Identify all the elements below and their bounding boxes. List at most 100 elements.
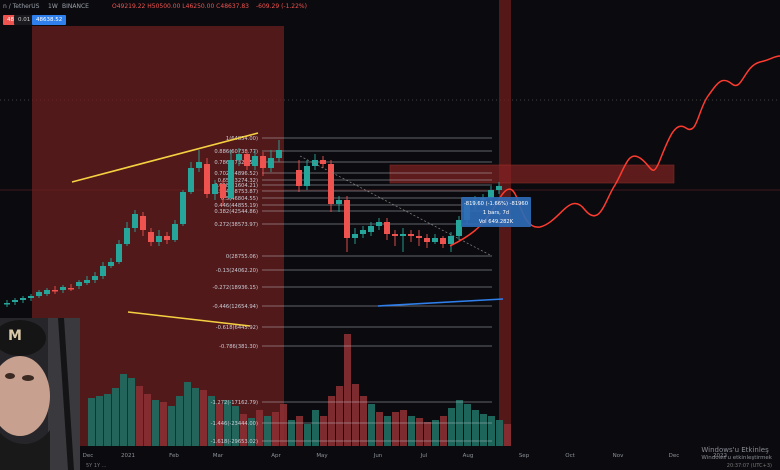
candle-body [336,200,342,204]
resistance-zone[interactable] [389,164,675,184]
time-axis-label: 2022 [713,453,727,459]
candle-body [172,224,178,240]
candle-body [244,154,250,166]
candle-body [212,184,218,194]
volume-bar [280,404,287,446]
volume-bar [208,396,215,446]
volume-bar [360,396,367,446]
candle-body [44,290,50,294]
volume-bar [368,404,375,446]
candle-body [392,234,398,236]
candle-body [164,236,170,240]
volume-bar [200,390,207,446]
volume-bar [160,402,167,446]
candle-body [384,222,390,234]
bottom-toolbar: 5Y 1Y ... 20:37:07 (UTC+3) [80,462,780,470]
candle-body [488,190,494,198]
volume-bar [480,414,487,446]
fib-level-label: 0.786(57328.55) [214,160,258,166]
volume-bar [464,404,471,446]
svg-text:M: M [8,328,22,344]
clock-readout: 20:37:07 (UTC+3) [726,463,772,469]
ask-price-badge[interactable]: 48638.52 [32,15,67,25]
support-trend-line[interactable] [377,298,504,307]
candle-body [20,298,26,300]
candle-body [76,282,82,286]
fib-level-label: -0.446(12654.94) [212,304,258,310]
volume-bar [320,416,327,446]
volume-bar [232,406,239,446]
volume-bar [448,408,455,446]
time-axis-label: Sep [519,453,530,459]
volume-histogram [88,334,511,446]
time-axis-label: Apr [271,453,281,459]
fib-level-label: 0.65(53274.32) [218,178,258,184]
volume-bar [152,400,159,446]
dashed-diagonal-line[interactable] [299,155,493,257]
fib-level-label: 0(28755.06) [226,254,258,260]
watermark-subtitle: Windows'u etkinleştirmek [701,455,772,461]
candle-body [124,228,130,244]
candle-body [416,236,422,238]
time-axis-label: Dec [83,453,94,459]
candle-body [92,276,98,280]
upper-trend-line[interactable] [71,132,259,183]
fib-level-label: 0.564(48753.87) [214,189,258,195]
candle-body [132,214,138,228]
candle-body [312,160,318,166]
candle-body [84,280,90,283]
webcam-overlay: M [0,318,80,470]
candle-body [456,220,462,236]
candle-body [376,222,382,226]
candle-body [28,296,34,298]
volume-bar [240,414,247,446]
fib-retracement[interactable]: 1(64854.00) 0.886(60738.77) 0.786(57328.55… [211,136,492,445]
candle-body [180,192,186,224]
candle-body [268,158,274,168]
volume-bar [432,420,439,446]
volume-bar [128,378,135,446]
volume-bar [296,416,303,446]
ohlc-values: O49219.22 H50500.00 L46250.00 C48637.83 [112,3,250,10]
candle-body [36,292,42,296]
time-axis-label: Jul [420,453,428,459]
interval-label[interactable]: 1W [48,3,58,10]
range-buttons[interactable]: 5Y 1Y ... [86,463,107,469]
volume-bar [352,384,359,446]
fib-level-label: 0.272(38573.97) [214,222,258,228]
volume-bar [272,412,279,446]
candle-body [352,234,358,238]
candle-body [400,234,406,236]
projection-path[interactable] [449,55,780,247]
volume-bar [224,400,231,446]
fib-level-label: 0.5(46804.55) [221,196,258,202]
spread-badge: 0.01 [14,15,35,25]
time-axis[interactable]: Dec 2021 Feb Mar Apr May Jun Jul Aug Sep Oct Nov Dec… [83,453,727,459]
candle-body [108,262,114,266]
candle-body [276,150,282,158]
volume-bar [416,418,423,446]
fib-level-label: 0.618(51604.21) [214,183,258,189]
candle-body [60,287,66,290]
chart-header: n / TetherUS 1W BINANCE O49219.22 H50500… [0,0,780,14]
candle-body [100,266,106,276]
volume-bar [248,418,255,446]
volume-bar [176,396,183,446]
volume-bar [440,416,447,446]
volume-bar [112,388,119,446]
fib-level-label: -0.272(18936.15) [212,285,258,291]
fib-level-label: -0.13(24062.20) [216,268,258,274]
candle-body [304,166,310,186]
lower-trend-line[interactable] [127,311,251,327]
volume-bar [216,404,223,446]
candle-body [236,154,242,160]
time-axis-label: 2021 [121,453,135,459]
volume-bar [136,386,143,446]
symbol-name[interactable]: n / TetherUS [3,3,40,10]
candle-body [432,238,438,242]
volume-bar [184,382,191,446]
candle-body [320,160,326,164]
candle-body [368,226,374,232]
